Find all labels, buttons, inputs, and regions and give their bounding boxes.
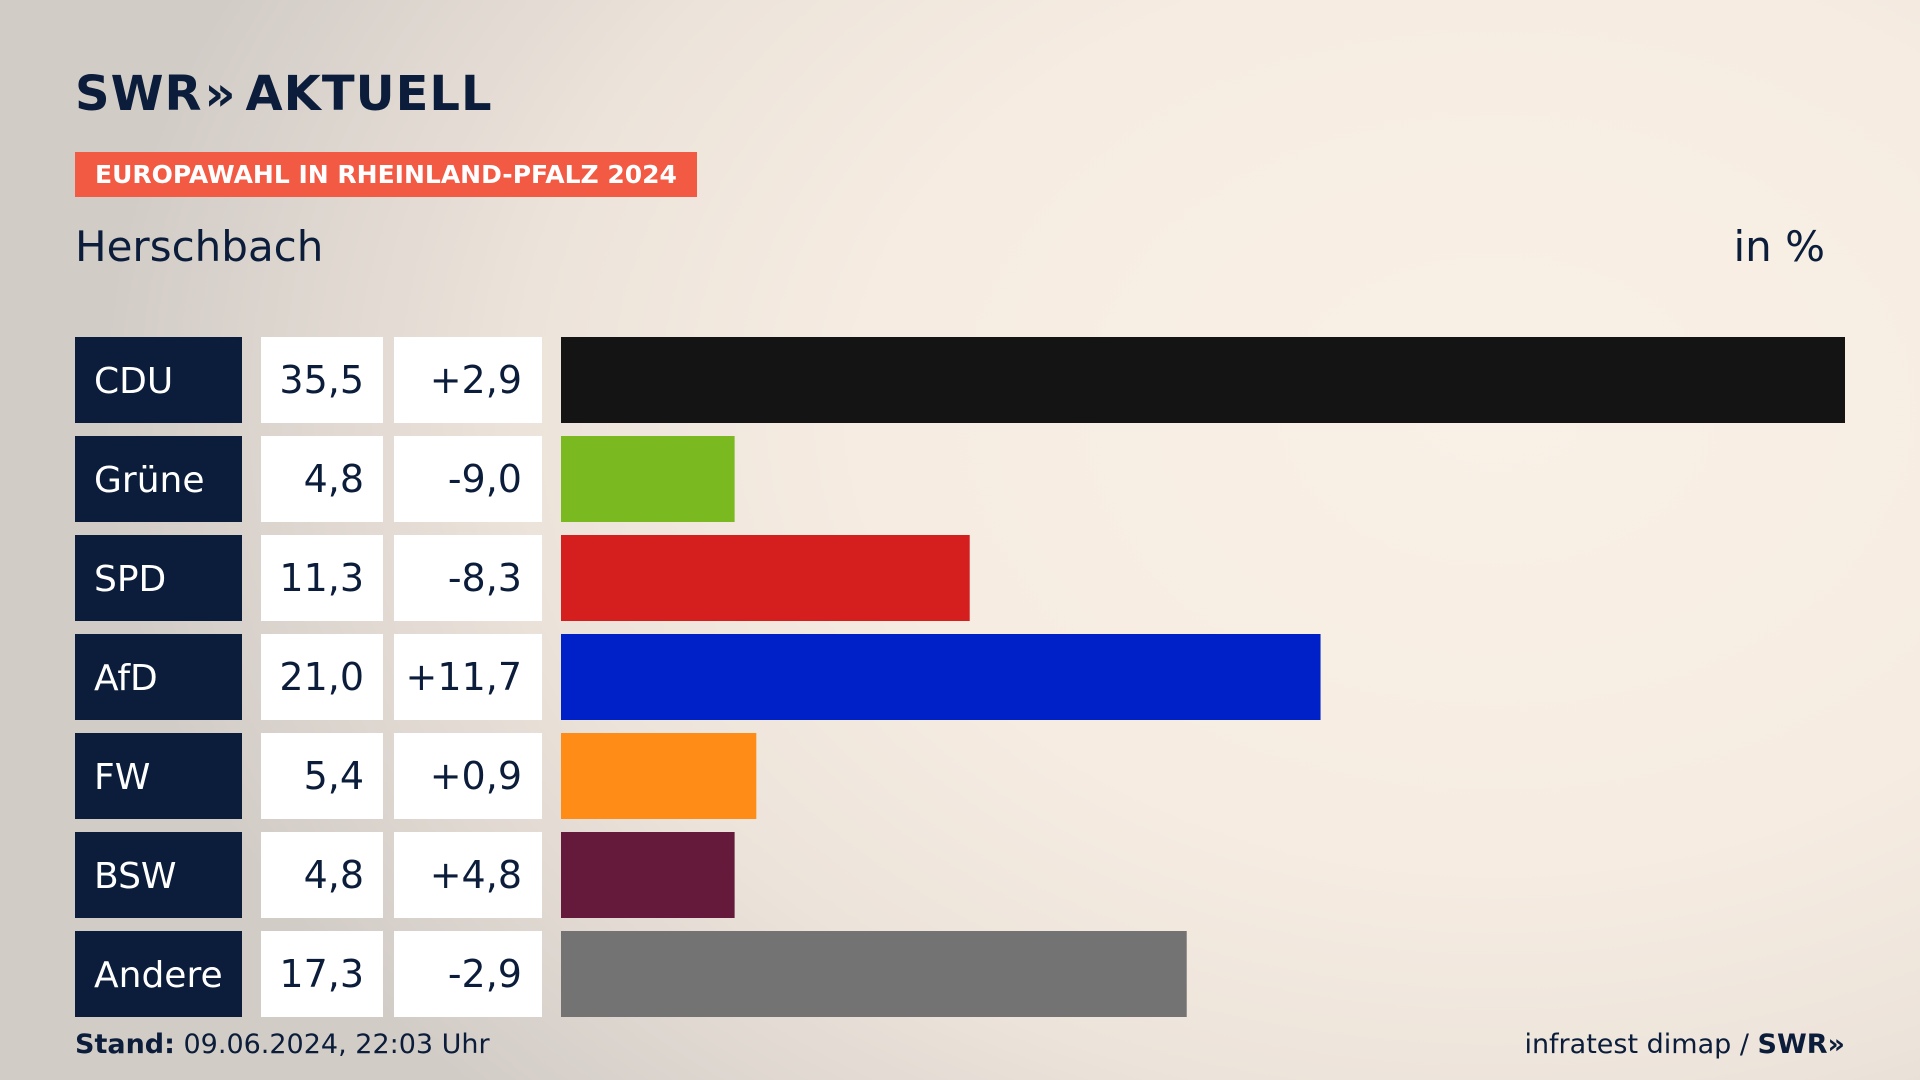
change-label: +4,8 [430,853,522,897]
footer-stand: Stand: 09.06.2024, 22:03 Uhr [75,1029,490,1060]
party-label: Andere [94,955,223,996]
change-label: +0,9 [430,754,522,798]
change-box-afd [394,634,542,720]
value-box-cdu [261,337,383,423]
party-label: SPD [94,559,166,600]
party-label-box-gr-ne [75,436,242,522]
election-badge: EUROPAWAHL IN RHEINLAND-PFALZ 2024 [75,152,697,197]
logo-suffix: AKTUELL [245,66,493,122]
value-label: 17,3 [279,952,364,996]
chart-subtitle: Herschbach [75,222,324,271]
source-text: infratest dimap / [1524,1029,1758,1060]
party-label-box-andere [75,931,242,1017]
change-label: -9,0 [448,457,522,501]
bar-cdu [561,337,1845,423]
bar-afd [561,634,1321,720]
value-box-spd [261,535,383,621]
change-label: +11,7 [406,655,522,699]
value-label: 4,8 [304,457,364,501]
value-label: 4,8 [304,853,364,897]
bar-fw [561,733,757,819]
footer-source: infratest dimap / SWR» [1524,1029,1845,1060]
party-label: AfD [94,658,158,699]
bar-bsw [561,832,735,918]
stand-value: 09.06.2024, 22:03 Uhr [174,1029,490,1060]
bar-gr-ne [561,436,735,522]
logo-text: SWR [75,66,203,122]
swr-mini-logo: SWR» [1757,1029,1845,1060]
party-label-box-spd [75,535,242,621]
party-label: Grüne [94,460,204,501]
value-box-gr-ne [261,436,383,522]
party-label-box-bsw [75,832,242,918]
party-label: CDU [94,361,173,402]
swr-aktuell-logo: SWR» AKTUELL [75,66,493,122]
change-label: -2,9 [448,952,522,996]
change-label: -8,3 [448,556,522,600]
party-label: BSW [94,856,177,897]
value-box-fw [261,733,383,819]
change-box-gr-ne [394,436,542,522]
value-box-andere [261,931,383,1017]
change-label: +2,9 [430,358,522,402]
change-box-bsw [394,832,542,918]
bar-andere [561,931,1187,1017]
stand-label: Stand: [75,1029,175,1060]
change-box-fw [394,733,542,819]
party-label-box-cdu [75,337,242,423]
value-label: 21,0 [279,655,364,699]
unit-label: in % [1733,222,1825,271]
value-label: 5,4 [304,754,364,798]
value-label: 35,5 [279,358,364,402]
value-box-afd [261,634,383,720]
change-box-andere [394,931,542,1017]
party-label-box-afd [75,634,242,720]
party-label-box-fw [75,733,242,819]
change-box-cdu [394,337,542,423]
party-label: FW [94,757,150,798]
value-box-bsw [261,832,383,918]
bar-spd [561,535,970,621]
change-box-spd [394,535,542,621]
value-label: 11,3 [279,556,364,600]
